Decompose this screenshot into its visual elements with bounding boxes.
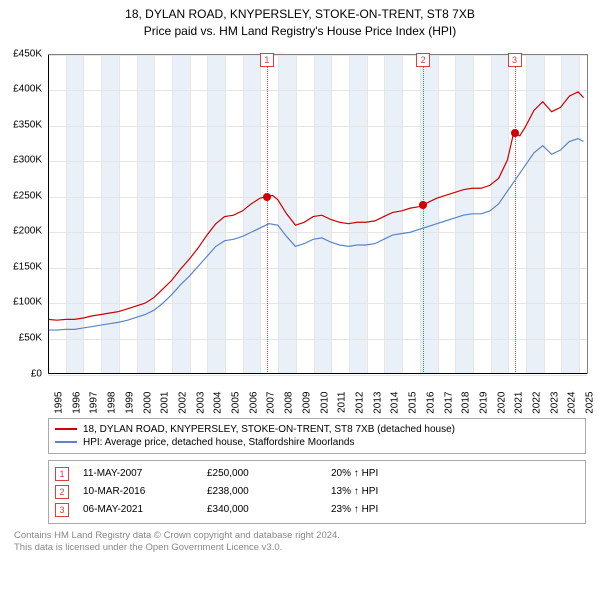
chart-lines — [48, 55, 587, 374]
x-tick-label: 2004 — [213, 391, 224, 413]
y-tick-label: £250K — [13, 190, 42, 201]
legend-swatch-red — [55, 428, 77, 430]
sale-row: 1 11-MAY-2007 £250,000 20% ↑ HPI — [55, 465, 579, 483]
legend-swatch-blue — [55, 441, 77, 443]
x-tick-label: 2024 — [567, 391, 578, 413]
x-tick-label: 2003 — [195, 391, 206, 413]
x-tick-label: 2006 — [248, 391, 259, 413]
sale-marker-badge: 3 — [55, 503, 69, 517]
sale-hpi-delta: 20% ↑ HPI — [331, 468, 411, 479]
chart-title-address: 18, DYLAN ROAD, KNYPERSLEY, STOKE-ON-TRE… — [0, 6, 600, 23]
sale-price: £340,000 — [207, 504, 317, 515]
x-tick-label: 1997 — [89, 391, 100, 413]
x-tick-label: 2007 — [266, 391, 277, 413]
legend-item: HPI: Average price, detached house, Staf… — [55, 436, 579, 449]
y-tick-label: £50K — [19, 333, 42, 344]
sale-marker-badge: 1 — [55, 467, 69, 481]
chart-title-subtitle: Price paid vs. HM Land Registry's House … — [0, 23, 600, 40]
x-tick-label: 2020 — [496, 391, 507, 413]
sale-hpi-delta: 13% ↑ HPI — [331, 486, 411, 497]
sale-row: 3 06-MAY-2021 £340,000 23% ↑ HPI — [55, 501, 579, 519]
y-axis-line — [48, 55, 49, 374]
sale-row: 2 10-MAR-2016 £238,000 13% ↑ HPI — [55, 483, 579, 501]
legend: 18, DYLAN ROAD, KNYPERSLEY, STOKE-ON-TRE… — [48, 418, 586, 454]
series-property — [48, 91, 584, 319]
x-tick-label: 2022 — [532, 391, 543, 413]
x-axis: 1995 1996 1997 1998 1999 2000 2001 2002 2003 2004… — [48, 374, 588, 414]
y-tick-label: £350K — [13, 119, 42, 130]
x-tick-label: 2021 — [514, 391, 525, 413]
sale-date: 06-MAY-2021 — [83, 504, 193, 515]
x-tick-label: 2012 — [355, 391, 366, 413]
x-tick-label: 2013 — [372, 391, 383, 413]
y-tick-label: £0 — [31, 368, 42, 379]
sale-date: 11-MAY-2007 — [83, 468, 193, 479]
x-tick-label: 2018 — [461, 391, 472, 413]
sale-price: £238,000 — [207, 486, 317, 497]
x-tick-label: 1996 — [71, 391, 82, 413]
x-tick-label: 2025 — [585, 391, 596, 413]
attribution: Contains HM Land Registry data © Crown c… — [14, 530, 586, 556]
y-tick-label: £200K — [13, 226, 42, 237]
chart-title-block: 18, DYLAN ROAD, KNYPERSLEY, STOKE-ON-TRE… — [0, 0, 600, 44]
x-tick-label: 2008 — [284, 391, 295, 413]
legend-label: 18, DYLAN ROAD, KNYPERSLEY, STOKE-ON-TRE… — [83, 424, 455, 435]
x-tick-label: 2017 — [443, 391, 454, 413]
sale-price: £250,000 — [207, 468, 317, 479]
plot-area: 123 — [48, 54, 588, 374]
x-tick-label: 2009 — [301, 391, 312, 413]
x-tick-label: 2016 — [425, 391, 436, 413]
legend-item: 18, DYLAN ROAD, KNYPERSLEY, STOKE-ON-TRE… — [55, 423, 579, 436]
attribution-line: Contains HM Land Registry data © Crown c… — [14, 530, 586, 543]
x-tick-label: 1999 — [124, 391, 135, 413]
sales-table: 1 11-MAY-2007 £250,000 20% ↑ HPI 2 10-MA… — [48, 460, 586, 524]
sale-marker-badge: 2 — [55, 485, 69, 499]
attribution-line: This data is licensed under the Open Gov… — [14, 542, 586, 555]
y-tick-label: £100K — [13, 297, 42, 308]
x-tick-label: 2010 — [319, 391, 330, 413]
legend-label: HPI: Average price, detached house, Staf… — [83, 437, 354, 448]
y-tick-label: £400K — [13, 84, 42, 95]
y-tick-label: £300K — [13, 155, 42, 166]
x-tick-label: 2014 — [390, 391, 401, 413]
y-tick-label: £150K — [13, 261, 42, 272]
x-tick-label: 2023 — [549, 391, 560, 413]
sale-date: 10-MAR-2016 — [83, 486, 193, 497]
x-tick-label: 2015 — [408, 391, 419, 413]
chart-container: £0 £50K £100K £150K £200K £250K £300K £350K £400… — [0, 44, 600, 414]
x-tick-label: 2005 — [231, 391, 242, 413]
x-tick-label: 1995 — [54, 391, 65, 413]
x-tick-label: 2001 — [160, 391, 171, 413]
x-tick-label: 2000 — [142, 391, 153, 413]
y-axis: £0£50K£100K£150K£200K£250K£300K£350K£400… — [0, 54, 46, 374]
x-tick-label: 1998 — [107, 391, 118, 413]
x-tick-label: 2019 — [479, 391, 490, 413]
sale-hpi-delta: 23% ↑ HPI — [331, 504, 411, 515]
x-tick-label: 2002 — [178, 391, 189, 413]
series-hpi — [48, 138, 584, 329]
y-tick-label: £450K — [13, 48, 42, 59]
x-tick-label: 2011 — [337, 391, 348, 413]
